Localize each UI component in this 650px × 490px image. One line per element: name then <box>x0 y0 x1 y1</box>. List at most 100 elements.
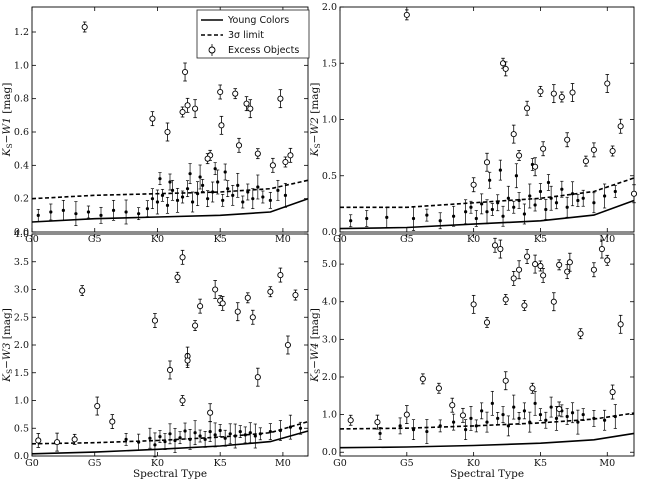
member-point <box>124 210 128 214</box>
legend-excess-marker <box>208 46 216 54</box>
member-point <box>365 216 369 221</box>
excess-point <box>81 23 88 31</box>
member-point <box>613 189 617 194</box>
excess-point <box>179 254 186 261</box>
member-point <box>480 202 484 206</box>
excess-point <box>212 286 219 293</box>
member-point <box>538 189 543 194</box>
member-point <box>168 432 172 436</box>
member-point <box>438 424 442 428</box>
legend: Young Colors 3σ limit Excess Objects <box>196 9 310 59</box>
member-point <box>221 198 225 202</box>
x-tick-label: G0 <box>25 458 39 469</box>
excess-point <box>435 385 442 392</box>
member-point <box>438 219 442 223</box>
member-point <box>464 210 468 214</box>
member-point <box>576 420 580 424</box>
y-axis-label: KS−W1 [mag] <box>1 83 14 158</box>
excess-point <box>491 242 499 249</box>
excess-point <box>164 128 171 136</box>
y-tick-label: 3.0 <box>14 285 29 296</box>
excess-point <box>617 123 624 130</box>
member-point <box>288 425 293 429</box>
excess-point <box>569 89 576 96</box>
x-tick-label: G5 <box>400 234 414 245</box>
excess-point <box>470 181 477 188</box>
excess-point <box>502 65 509 72</box>
member-point <box>451 214 456 218</box>
excess-point <box>182 68 189 76</box>
member-point <box>517 416 521 420</box>
member-point <box>496 416 500 420</box>
x-axis-label: Spectral Type <box>133 468 207 480</box>
member-point <box>544 418 548 422</box>
member-point <box>592 201 596 205</box>
excess-point <box>267 288 274 295</box>
excess-point <box>449 402 456 409</box>
member-point <box>544 207 548 212</box>
member-point <box>276 188 280 192</box>
y-tick-label: 1.2 <box>14 27 29 38</box>
member-point <box>522 409 527 413</box>
excess-point <box>374 419 381 426</box>
member-point <box>496 201 500 205</box>
young-colors-curve <box>31 197 309 223</box>
member-point <box>261 195 265 199</box>
excess-point <box>403 11 410 18</box>
excess-point <box>524 105 531 112</box>
y-tick-label: 0.0 <box>14 451 29 462</box>
member-point <box>278 428 282 433</box>
excess-point <box>35 437 42 444</box>
member-point <box>223 170 227 174</box>
excess-point <box>149 115 156 122</box>
excess-point <box>287 152 294 159</box>
y-tick-label: 0.4 <box>14 160 29 171</box>
member-point <box>228 432 232 436</box>
y-tick-label: 1.0 <box>14 396 29 407</box>
x-tick-label: M0 <box>275 234 291 245</box>
member-point <box>223 436 227 440</box>
member-point <box>501 214 505 218</box>
member-point <box>183 429 187 433</box>
member-point <box>485 210 489 214</box>
x-tick-label: M0 <box>599 458 615 469</box>
member-point <box>226 187 230 191</box>
excess-point <box>499 60 507 67</box>
y-tick-label: 4.0 <box>14 229 29 240</box>
member-point <box>488 178 492 182</box>
member-point <box>190 200 195 204</box>
member-point <box>464 428 468 432</box>
member-point <box>512 405 516 409</box>
excess-point <box>564 136 571 143</box>
x-tick-label: K5 <box>214 234 227 245</box>
excess-point <box>609 388 616 396</box>
member-point <box>218 428 222 433</box>
y-axis-label: KS−W3 [mag] <box>1 308 14 383</box>
y-tick-label: 3.5 <box>14 257 29 268</box>
plot-frame <box>339 6 635 233</box>
excess-point <box>590 266 597 273</box>
member-point <box>603 194 607 198</box>
excess-point <box>521 302 528 309</box>
member-point <box>581 196 585 200</box>
excess-point <box>234 308 241 315</box>
member-point <box>554 416 559 420</box>
y-tick-label: 4.0 <box>322 297 337 308</box>
member-point <box>173 438 177 443</box>
member-point <box>155 200 160 204</box>
x-tick-label: K0 <box>467 234 480 245</box>
member-point <box>158 434 162 439</box>
member-point <box>211 190 215 194</box>
excess-point <box>598 246 605 253</box>
member-point <box>185 187 190 191</box>
member-point <box>490 401 494 405</box>
excess-point <box>254 150 261 157</box>
member-point <box>490 207 494 212</box>
excess-point <box>403 411 410 418</box>
member-point <box>188 172 192 176</box>
x-tick-label: K0 <box>151 234 164 245</box>
member-point <box>385 215 389 219</box>
member-point <box>49 210 53 214</box>
member-point <box>193 431 197 435</box>
member-point <box>74 212 78 216</box>
